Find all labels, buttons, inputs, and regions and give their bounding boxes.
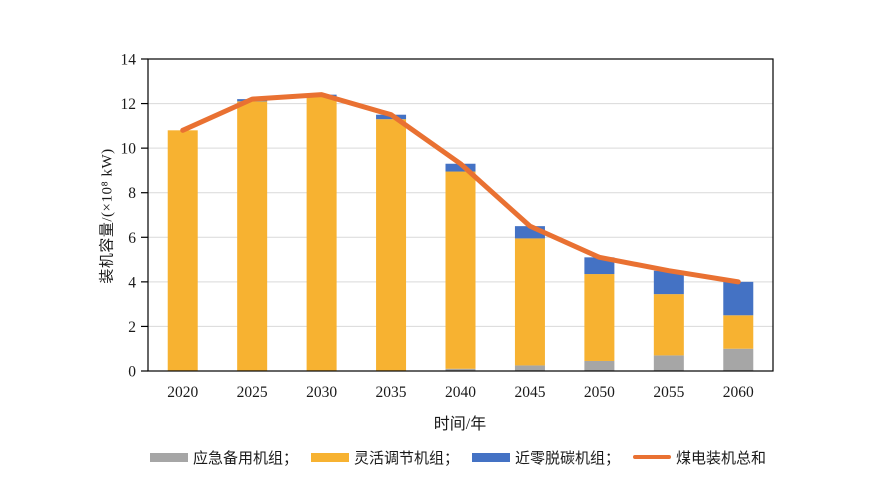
bar-segment-近零脱碳机组 [723, 281, 754, 316]
x-tick-label: 2040 [445, 384, 476, 401]
x-tick-label: 2045 [514, 384, 545, 401]
bar-segment-灵活调节机组 [306, 96, 337, 371]
legend-item-3: 煤电装机总和 [633, 447, 766, 468]
y-tick-label: 4 [128, 274, 136, 291]
bar-segment-应急备用机组 [584, 360, 615, 371]
bar-segment-应急备用机组 [445, 368, 476, 371]
legend-line-swatch [633, 455, 672, 459]
plot-border [147, 58, 774, 372]
x-tick-label: 2035 [376, 384, 407, 401]
y-tick-label: 10 [121, 141, 137, 158]
bar-segment-近零脱碳机组 [584, 257, 615, 275]
legend-item-2: 近零脱碳机组； [472, 447, 620, 468]
y-tick-label: 14 [121, 52, 137, 69]
legend-box-swatch [472, 452, 511, 462]
x-tick-label: 2060 [723, 384, 754, 401]
bar-segment-灵活调节机组 [514, 238, 545, 366]
bar-segment-灵活调节机组 [445, 171, 476, 369]
y-tick-label: 8 [128, 185, 136, 202]
legend-item-0: 应急备用机组； [150, 447, 298, 468]
x-tick-label: 2025 [237, 384, 268, 401]
legend-box-swatch [311, 452, 350, 462]
y-axis-title: 装机容量/(×10⁸ kW) [99, 148, 116, 284]
x-tick-label: 2050 [584, 384, 615, 401]
bar-segment-应急备用机组 [653, 355, 684, 371]
bar-segment-应急备用机组 [514, 365, 545, 371]
bar-segment-灵活调节机组 [653, 294, 684, 356]
bar-segment-灵活调节机组 [237, 101, 268, 371]
bar-segment-灵活调节机组 [723, 315, 754, 349]
bar-segment-应急备用机组 [723, 348, 754, 371]
bar-segment-近零脱碳机组 [653, 270, 684, 295]
x-tick-label: 2030 [306, 384, 337, 401]
x-tick-label: 2020 [167, 384, 198, 401]
bar-segment-近零脱碳机组 [445, 163, 476, 172]
y-tick-label: 2 [128, 319, 136, 336]
total-line-煤电装机总和 [180, 92, 741, 285]
bar-segment-灵活调节机组 [584, 274, 615, 361]
bar-segment-灵活调节机组 [376, 119, 407, 372]
legend-label: 灵活调节机组； [354, 450, 460, 467]
y-tick-label: 12 [121, 96, 137, 113]
legend-label: 应急备用机组； [193, 450, 299, 467]
x-tick-label: 2055 [653, 384, 684, 401]
legend-label: 近零脱碳机组； [515, 450, 621, 467]
y-tick-label: 6 [128, 230, 136, 247]
x-axis-title: 时间/年 [433, 416, 487, 433]
legend-box-swatch [150, 452, 188, 462]
chart-legend: 应急备用机组； 灵活调节机组； 近零脱碳机组； 煤电装机总和 [150, 447, 766, 467]
y-tick-label: 0 [128, 364, 136, 381]
bar-segment-灵活调节机组 [167, 130, 198, 371]
legend-item-1: 灵活调节机组； [311, 447, 459, 468]
legend-label: 煤电装机总和 [676, 450, 767, 467]
